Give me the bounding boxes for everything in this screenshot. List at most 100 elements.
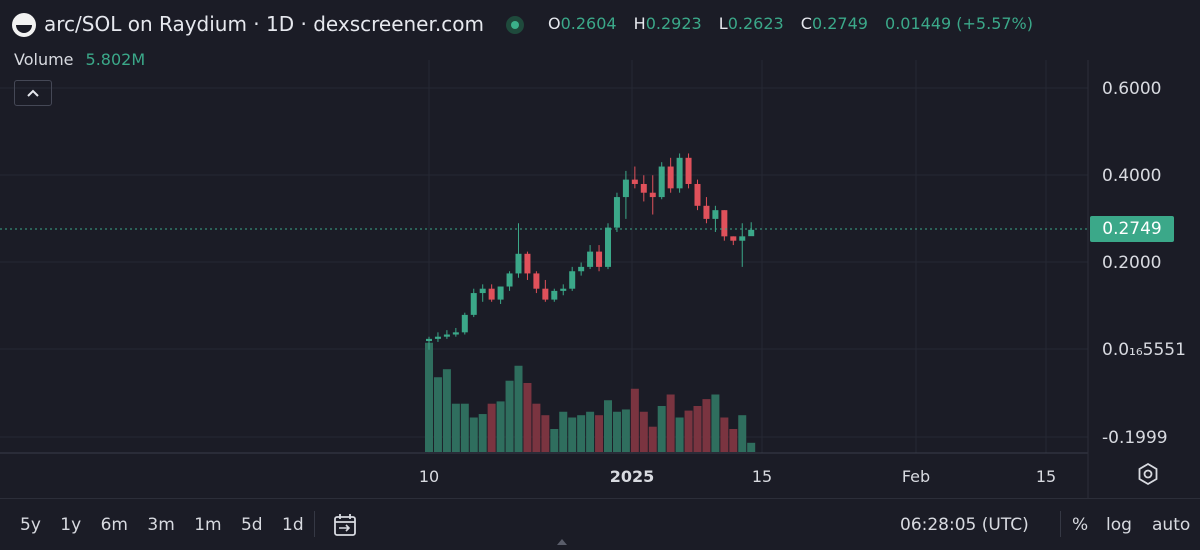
price-axis: 0.6000 0.4000 0.2000 0.0₁₆5551 -0.1999	[1102, 79, 1186, 448]
resize-handle-icon[interactable]	[557, 539, 567, 545]
candle-body	[488, 288, 495, 300]
time-tick-label: 15	[752, 467, 772, 486]
volume-bar	[657, 406, 666, 452]
candle-body	[703, 205, 710, 219]
price-chart[interactable]: 0.6000 0.4000 0.2000 0.0₁₆5551 -0.1999 10 202…	[0, 0, 1200, 498]
volume-label: Volume	[14, 50, 74, 69]
date-range-button[interactable]	[332, 512, 358, 538]
candles	[426, 153, 755, 350]
candle-body	[506, 273, 513, 287]
volume-value: 5.802M	[85, 50, 146, 69]
volume-bar	[630, 388, 639, 452]
volume-bar	[586, 411, 595, 452]
candle-body	[676, 157, 683, 189]
candle-body	[649, 192, 656, 198]
chart-footer: 5y 1y 6m 3m 1m 5d 1d 06:28:05 (UTC) % lo…	[0, 498, 1200, 550]
candle-body	[578, 266, 585, 272]
volume-bar	[469, 417, 478, 452]
range-3m-button[interactable]: 3m	[147, 515, 175, 535]
volume-bar	[621, 409, 630, 452]
range-1m-button[interactable]: 1m	[194, 515, 222, 535]
candle-body	[452, 332, 459, 335]
candle-body	[739, 236, 746, 241]
time-range-selector: 5y 1y 6m 3m 1m 5d 1d	[20, 515, 318, 535]
volume-bar	[702, 399, 711, 452]
candle-body	[443, 334, 450, 337]
candle-body	[551, 290, 558, 300]
collapse-legend-button[interactable]	[14, 80, 52, 106]
volume-bar	[747, 442, 756, 452]
volume-bar	[604, 400, 612, 452]
volume-bar	[559, 411, 568, 452]
time-tick-label: 10	[419, 467, 439, 486]
candle-body	[748, 229, 755, 237]
range-6m-button[interactable]: 6m	[100, 515, 128, 535]
candle-body	[587, 251, 594, 267]
volume-bar	[523, 383, 532, 452]
volume-bar	[496, 401, 505, 452]
volume-bar	[505, 380, 514, 452]
chart-grid	[0, 60, 1088, 453]
volume-bar	[478, 414, 487, 452]
volume-bar	[514, 365, 523, 452]
high-label: H	[633, 14, 646, 33]
price-tick-label: -0.1999	[1102, 428, 1168, 448]
price-tick-label: 0.2000	[1102, 253, 1161, 273]
candle-body	[730, 236, 737, 241]
volume-bar	[532, 403, 541, 452]
low-label: L	[718, 14, 728, 33]
time-tick-label: 15	[1036, 467, 1056, 486]
candle-body	[479, 288, 486, 294]
volume-bar	[595, 415, 604, 452]
price-tick-label: 0.4000	[1102, 166, 1161, 186]
volume-bar	[442, 369, 451, 452]
candle-body	[613, 197, 620, 228]
candle-body	[524, 253, 531, 274]
time-tick-label: 2025	[610, 467, 655, 486]
candle-body	[569, 271, 576, 289]
volume-bar	[612, 411, 621, 452]
candle-body	[434, 336, 441, 339]
volume-readout: Volume 5.802M	[14, 50, 145, 69]
range-5d-button[interactable]: 5d	[240, 515, 263, 535]
close-value: 0.2749	[811, 14, 868, 33]
auto-scale-toggle[interactable]: auto	[1152, 515, 1191, 535]
chart-settings-button[interactable]	[1136, 462, 1160, 486]
chart-header: arc/SOL on Raydium · 1D · dexscreener.co…	[0, 0, 1200, 50]
volume-bar	[675, 417, 684, 452]
candle-body	[667, 166, 674, 189]
volume-bar	[451, 403, 460, 452]
range-1y-button[interactable]: 1y	[60, 515, 82, 535]
gear-icon	[1138, 462, 1158, 486]
close-label: C	[800, 14, 812, 33]
calendar-range-icon	[334, 514, 356, 536]
chart-title: arc/SOL on Raydium · 1D · dexscreener.co…	[44, 12, 484, 36]
percent-scale-toggle[interactable]: %	[1072, 515, 1089, 535]
volume-bar	[639, 411, 648, 452]
price-tick-label: 0.0₁₆5551	[1102, 340, 1186, 360]
volume-bar	[666, 394, 675, 452]
candle-body	[426, 338, 432, 342]
candle-body	[596, 251, 603, 267]
candle-body	[712, 210, 719, 219]
token-logo-icon	[12, 13, 36, 37]
candle-body	[694, 183, 701, 206]
volume-bar	[577, 415, 586, 452]
log-scale-toggle[interactable]: log	[1106, 515, 1132, 535]
volume-bar	[684, 410, 693, 452]
candle-body	[640, 183, 647, 193]
volume-bar	[541, 415, 550, 452]
range-1d-button[interactable]: 1d	[282, 515, 304, 535]
volume-bar	[711, 394, 720, 452]
volume-bar	[720, 417, 729, 452]
volume-bar	[460, 403, 469, 452]
volume-bar	[425, 342, 433, 452]
volume-bar	[693, 406, 702, 452]
candle-body	[542, 288, 549, 300]
candle-body	[497, 286, 504, 300]
utc-clock[interactable]: 06:28:05 (UTC)	[900, 515, 1029, 535]
range-5y-button[interactable]: 5y	[20, 515, 41, 535]
volume-bar	[487, 403, 496, 452]
price-tick-label: 0.6000	[1102, 79, 1161, 99]
footer-divider	[1060, 511, 1061, 537]
